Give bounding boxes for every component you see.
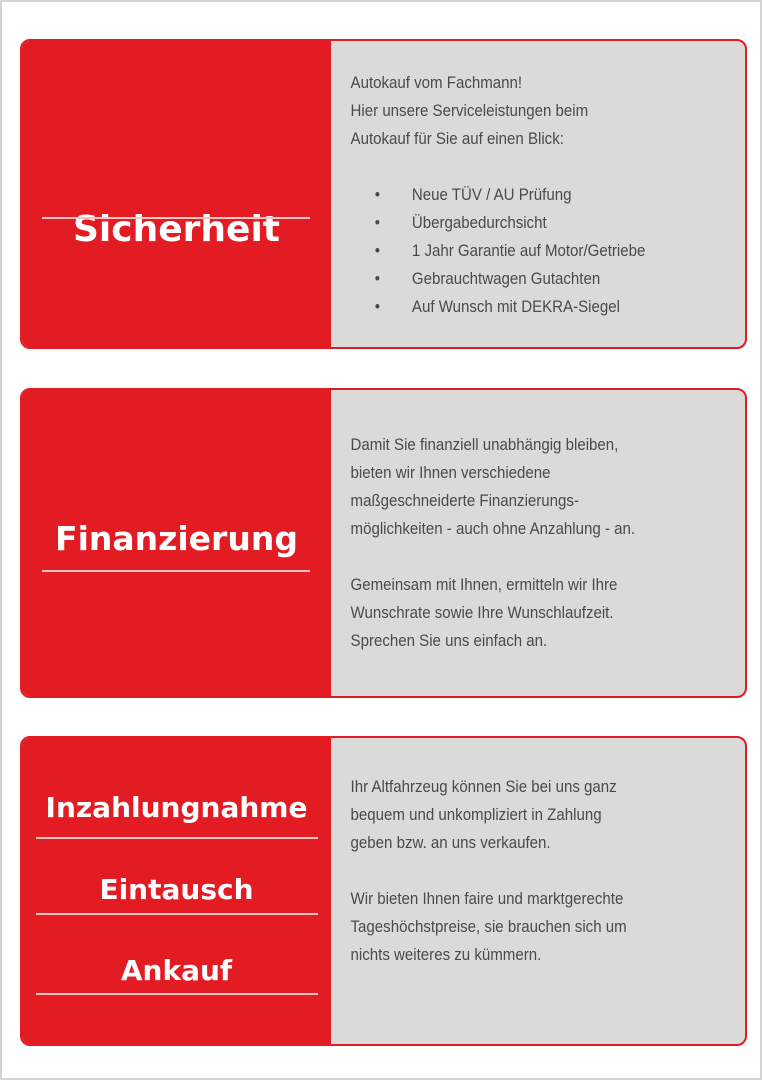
divider <box>36 993 318 995</box>
text-line: möglichkeiten - auch ohne Anzahlung - an… <box>350 520 636 538</box>
service-list: Neue TÜV / AU Prüfung Übergabedurchsicht… <box>351 181 646 321</box>
card-finanzierung: Finanzierung Damit Sie finanziell unabhä… <box>20 388 747 698</box>
heading-finanzierung: Finanzierung <box>55 519 298 558</box>
red-label-panel: Sicherheit <box>22 41 331 347</box>
card-inzahlungnahme: Inzahlungnahme Eintausch Ankauf Ihr Altf… <box>20 736 747 1046</box>
divider <box>36 837 318 839</box>
divider <box>42 217 310 219</box>
text-line: Gemeinsam mit Ihnen, ermitteln wir Ihre <box>350 576 618 594</box>
text-line: nichts weiteres zu kümmern. <box>350 946 542 964</box>
text-line: Damit Sie finanziell unabhängig bleiben, <box>350 436 619 454</box>
intro-line: Autokauf vom Fachmann! <box>350 74 523 92</box>
text-line: Sprechen Sie uns einfach an. <box>350 632 548 650</box>
description: Damit Sie finanziell unabhängig bleiben,… <box>331 390 636 696</box>
heading-sicherheit: Sicherheit <box>73 209 280 250</box>
heading-ankauf: Ankauf <box>120 954 233 987</box>
intro-line: Hier unsere Serviceleistungen beim <box>350 102 589 120</box>
divider <box>42 570 310 572</box>
text-line: Ihr Altfahrzeug können Sie bei uns ganz <box>350 778 617 796</box>
text-line: bequem und unkompliziert in Zahlung <box>350 806 602 824</box>
red-label-panel: Finanzierung <box>22 390 331 696</box>
list-item: Neue TÜV / AU Prüfung <box>375 181 645 209</box>
list-item: Auf Wunsch mit DEKRA-Siegel <box>375 293 645 321</box>
divider <box>36 913 318 915</box>
card-sicherheit: Sicherheit Autokauf vom Fachmann! Hier u… <box>20 39 747 349</box>
text-line: geben bzw. an uns verkaufen. <box>350 834 551 852</box>
heading-inzahlungnahme: Inzahlungnahme <box>45 791 308 824</box>
text-line: Tageshöchstpreise, sie brauchen sich um <box>350 918 627 936</box>
description: Ihr Altfahrzeug können Sie bei uns ganz … <box>331 738 627 1044</box>
text-line: Wunschrate sowie Ihre Wunschlaufzeit. <box>350 604 614 622</box>
list-item: Gebrauchtwagen Gutachten <box>375 265 645 293</box>
list-item: 1 Jahr Garantie auf Motor/Getriebe <box>375 237 646 265</box>
text-line: Wir bieten Ihnen faire und marktgerechte <box>350 890 624 908</box>
list-item: Übergabedurchsicht <box>375 209 645 237</box>
description: Autokauf vom Fachmann! Hier unsere Servi… <box>331 41 646 347</box>
heading-eintausch: Eintausch <box>99 873 254 906</box>
text-line: bieten wir Ihnen verschiedene <box>350 464 551 482</box>
text-line: maßgeschneiderte Finanzierungs- <box>350 492 579 510</box>
red-label-panel: Inzahlungnahme Eintausch Ankauf <box>22 738 331 1044</box>
intro-line: Autokauf für Sie auf einen Blick: <box>350 130 564 148</box>
